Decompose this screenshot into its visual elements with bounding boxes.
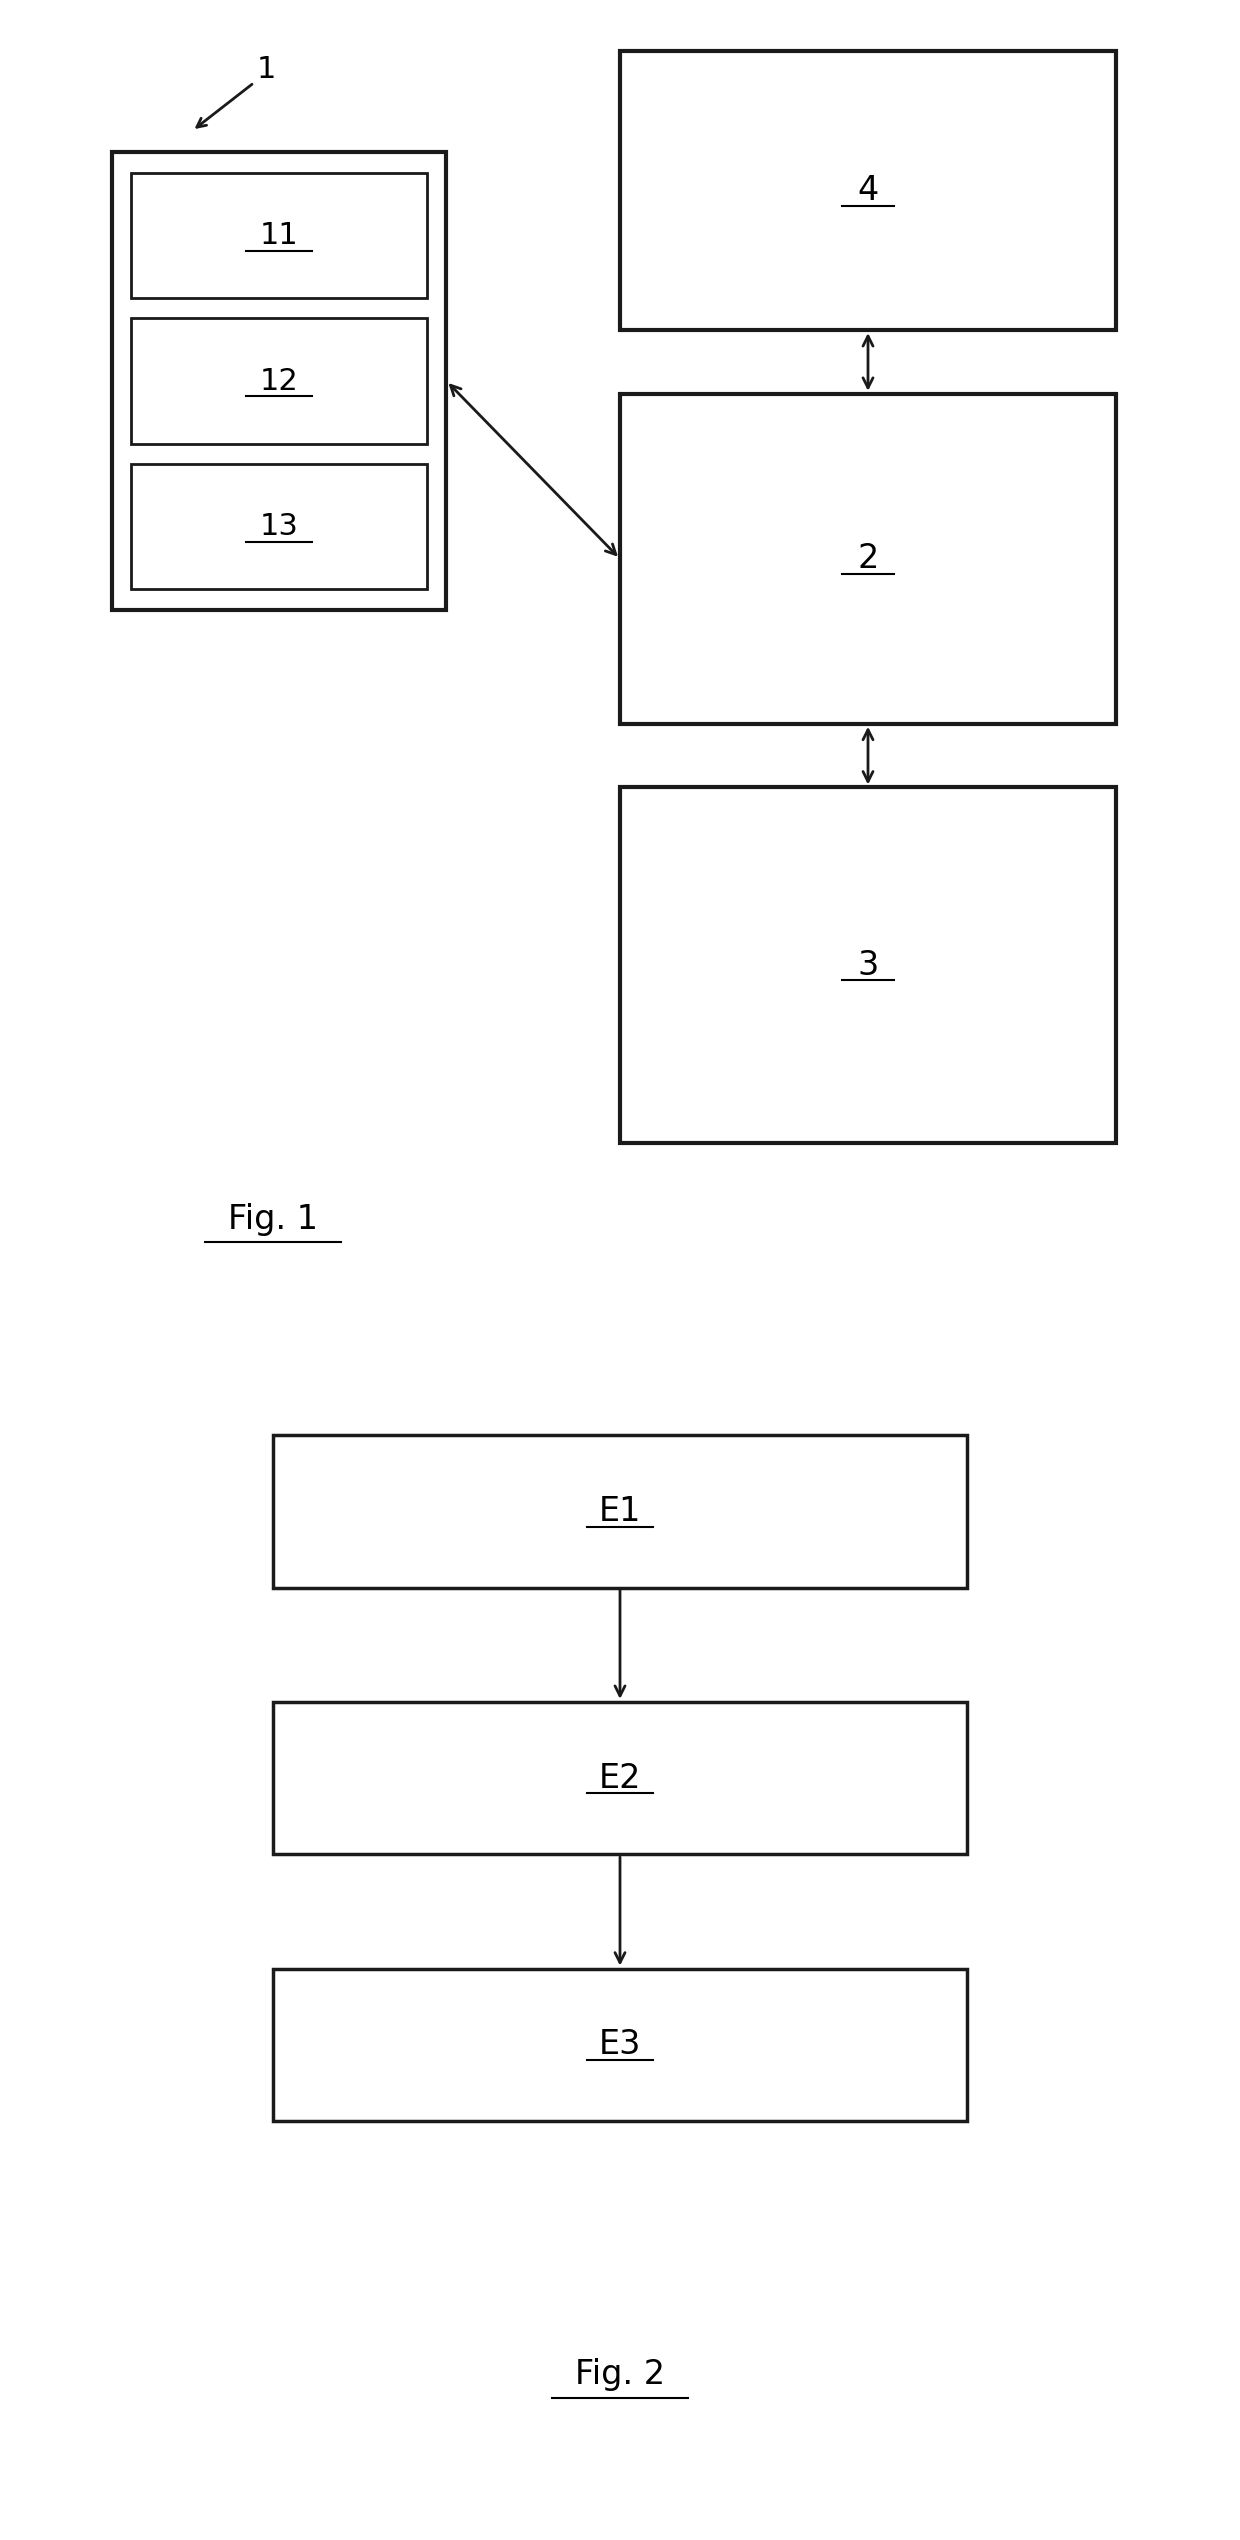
Text: Fig. 2: Fig. 2 — [575, 2360, 665, 2390]
Text: 11: 11 — [259, 221, 299, 249]
Text: 4: 4 — [857, 175, 879, 206]
Text: Fig. 1: Fig. 1 — [228, 1204, 317, 1234]
FancyBboxPatch shape — [131, 173, 427, 297]
FancyBboxPatch shape — [273, 1435, 967, 1588]
Text: E2: E2 — [599, 1763, 641, 1793]
Text: 2: 2 — [857, 544, 879, 574]
Text: 3: 3 — [857, 950, 879, 980]
Text: 1: 1 — [257, 56, 277, 84]
FancyBboxPatch shape — [112, 152, 446, 610]
FancyBboxPatch shape — [131, 318, 427, 444]
FancyBboxPatch shape — [273, 1968, 967, 2121]
Text: 13: 13 — [259, 513, 299, 541]
FancyBboxPatch shape — [620, 787, 1116, 1143]
FancyBboxPatch shape — [273, 1702, 967, 1854]
FancyBboxPatch shape — [620, 394, 1116, 724]
FancyBboxPatch shape — [620, 51, 1116, 330]
FancyBboxPatch shape — [131, 465, 427, 589]
Text: E1: E1 — [599, 1496, 641, 1527]
Text: E3: E3 — [599, 2029, 641, 2060]
Text: 12: 12 — [259, 366, 299, 396]
